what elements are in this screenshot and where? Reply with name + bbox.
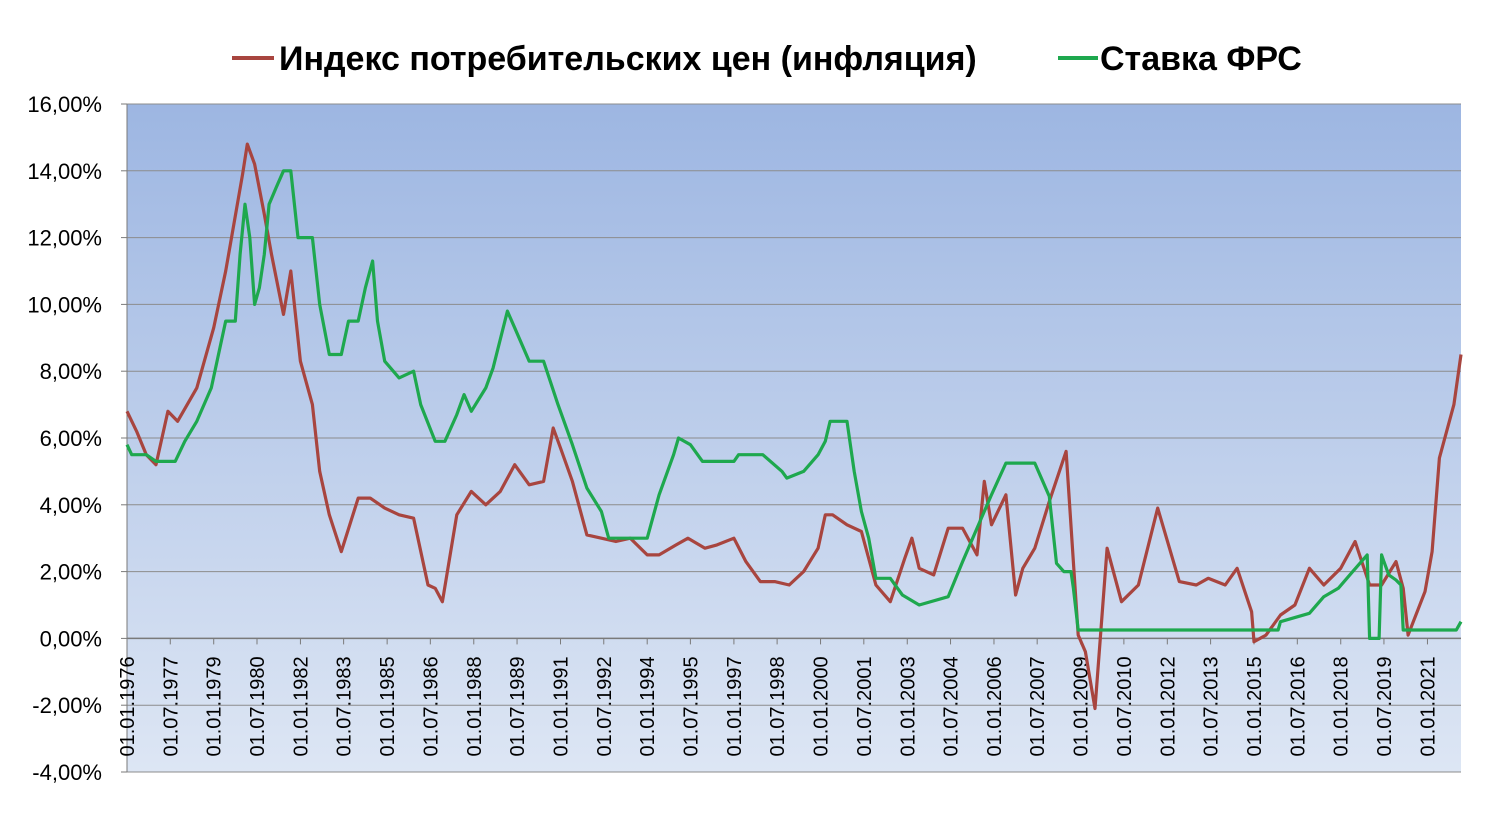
y-tick-label: 10,00% [27,292,102,317]
y-tick-label: 16,00% [27,92,102,117]
legend: Индекс потребительских цен (инфляция) Ст… [232,40,1302,78]
x-tick-label: 01.01.1976 [117,656,139,756]
x-tick-label: 01.07.1998 [767,656,789,756]
x-tick-label: 01.07.1986 [420,656,442,756]
x-tick-label: 01.07.2016 [1287,656,1309,756]
x-tick-label: 01.07.2019 [1374,656,1396,756]
x-tick-label: 01.01.2006 [984,656,1006,756]
x-tick-label: 01.01.2018 [1331,656,1353,756]
x-tick-label: 01.01.2003 [897,656,919,756]
y-tick-label: -2,00% [32,693,102,718]
series-layer [125,142,1463,711]
y-tick-label: 6,00% [40,426,102,451]
series-line-fed-rate [125,169,1463,641]
x-tick-label: 01.07.2001 [854,656,876,756]
x-tick-label: 01.01.2021 [1417,656,1439,756]
x-tick-label: 01.07.1989 [507,656,529,756]
x-tick-label: 01.07.1980 [247,656,269,756]
x-tick-label: 01.01.2012 [1157,656,1179,756]
x-tick-label: 01.01.1988 [464,656,486,756]
y-tick-label: -4,00% [32,760,102,785]
y-axis: 16,00% 14,00% 12,00% 10,00% 8,00% 6,00% 4,00% 2… [27,92,128,785]
legend-label-inflation: Индекс потребительских цен (инфляция) [279,40,977,78]
x-tick-label: 01.01.1979 [204,656,226,756]
x-tick-label: 01.07.1995 [680,656,702,756]
x-tick-label: 01.07.1977 [160,656,182,756]
x-tick-label: 01.07.2013 [1201,656,1223,756]
y-tick-label: 8,00% [40,359,102,384]
y-tick-label: 0,00% [40,626,102,651]
x-tick-label: 01.01.1985 [377,656,399,756]
x-tick-label: 01.07.1992 [594,656,616,756]
x-tick-label: 01.01.1994 [637,656,659,756]
series-line-inflation [125,142,1463,711]
x-tick-label: 01.01.2009 [1071,656,1093,756]
y-tick-label: 4,00% [40,493,102,518]
x-tick-label: 01.07.2004 [941,656,963,756]
x-tick-label: 01.07.2007 [1027,656,1049,756]
y-tick-label: 12,00% [27,226,102,251]
x-tick-label: 01.07.2010 [1114,656,1136,756]
x-tick-label: 01.01.2000 [811,656,833,756]
y-tick-label: 14,00% [27,159,102,184]
y-tick-label: 2,00% [40,560,102,585]
x-tick-label: 01.01.1982 [290,656,312,756]
x-tick-label: 01.01.1991 [550,656,572,756]
legend-label-fed-rate: Ставка ФРС [1100,40,1302,78]
x-axis: 01.01.1976 01.07.1977 01.01.1979 01.07.1980… [117,637,1461,757]
x-tick-label: 01.01.2015 [1244,656,1266,756]
x-tick-label: 01.07.1983 [334,656,356,756]
x-tick-label: 01.01.1997 [724,656,746,756]
